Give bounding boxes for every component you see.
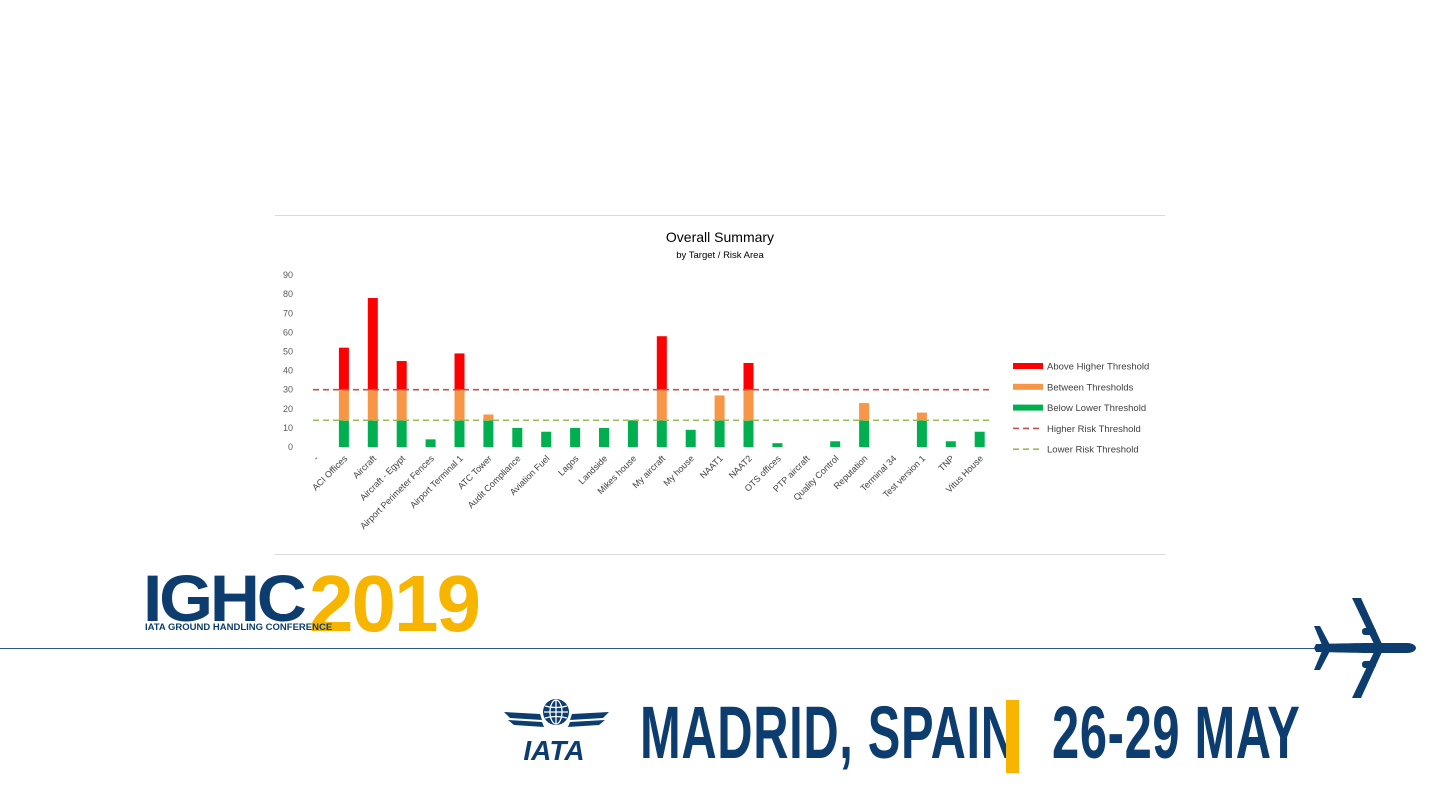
bar-my-aircraft-above-higher-threshold [656,336,667,390]
airplane-icon [1314,598,1416,698]
x-tick-label-aircraft: Aircraft [351,453,379,481]
ighc-logo-subtitle: IATA GROUND HANDLING CONFERENCE [145,622,333,633]
bar-quality-control-below-lower-threshold [830,441,841,447]
bar-naat2-below-lower-threshold [743,420,754,447]
bar-mikes-house-below-lower-threshold [627,420,638,447]
legend-label-lower-risk-threshold: Lower Risk Threshold [1047,445,1139,456]
bar-aircraft-above-higher-threshold [367,298,378,390]
bar-airport-terminal-1-below-lower-threshold [454,420,465,447]
bars [338,298,985,447]
footer-separator [1006,700,1019,773]
x-tick-label-blank: - [311,453,320,462]
bar-atc-tower-between-thresholds [483,414,494,421]
bar-my-aircraft-between-thresholds [656,389,667,421]
bar-aviation-fuel-below-lower-threshold [541,431,552,447]
chart-svg: Overall Summary by Target / Risk Area 0 1… [283,229,1149,531]
x-tick-label-audit-compliance: Audit Compliance [466,453,523,510]
legend-swatch-between-thresholds [1013,383,1043,390]
iata-logo: IATA [504,699,609,766]
footer-rule-line [0,648,1360,649]
ighc-logo: IGHC 2019 IATA GROUND HANDLING CONFERENC… [143,559,483,648]
x-tick-label-naat1: NAAT1 [698,453,725,480]
y-tick-label-90: 90 [283,270,293,280]
legend-label-above-higher-threshold: Above Higher Threshold [1047,362,1149,373]
bar-aircraft-below-lower-threshold [367,420,378,447]
y-tick-label-0: 0 [288,442,293,452]
y-tick-label-80: 80 [283,289,293,299]
bar-naat1-below-lower-threshold [714,420,725,447]
bar-vitus-house-below-lower-threshold [974,431,985,447]
y-tick-label-10: 10 [283,423,293,433]
chart-legend: Above Higher Threshold Between Thresholds… [1013,362,1149,456]
chart-subtitle: by Target / Risk Area [676,250,764,261]
ighc-logo-text: IGHC [143,561,307,635]
legend-label-higher-risk-threshold: Higher Risk Threshold [1047,424,1141,435]
event-location: MADRID, SPAIN [640,691,1017,774]
bar-lagos-below-lower-threshold [570,427,581,447]
bar-aci-offices-between-thresholds [338,389,349,421]
bar-atc-tower-below-lower-threshold [483,420,494,447]
ighc-logo-year: 2019 [309,559,481,648]
bar-aircraft-egypt-below-lower-threshold [396,420,407,447]
threshold-lines [313,388,990,422]
bar-tnp-below-lower-threshold [945,441,956,447]
legend-label-between-thresholds: Between Thresholds [1047,382,1134,393]
bar-ots-offices-below-lower-threshold [772,443,783,447]
event-dates: 26-29 MAY [1052,691,1301,774]
bar-landside-below-lower-threshold [599,427,609,447]
bar-my-aircraft-below-lower-threshold [656,420,667,447]
bar-naat2-between-thresholds [743,389,754,421]
y-tick-label-70: 70 [283,308,293,318]
bar-naat1-between-thresholds [714,395,725,421]
bar-test-version-1-below-lower-threshold [916,420,927,447]
y-tick-label-60: 60 [283,327,293,337]
bar-airport-terminal-1-above-higher-threshold [454,353,465,390]
x-tick-label-naat2: NAAT2 [727,453,754,480]
bar-aircraft-egypt-between-thresholds [396,389,407,421]
bar-naat2-above-higher-threshold [743,362,754,390]
x-tick-label-my-house: My house [661,453,696,488]
iata-logo-text: IATA [523,735,584,766]
bar-reputation-between-thresholds [859,403,870,421]
bar-airport-terminal-1-between-thresholds [454,389,465,421]
y-tick-label-30: 30 [283,385,293,395]
y-axis: 0 10 20 30 40 50 60 70 80 90 [283,270,293,452]
bar-audit-compliance-below-lower-threshold [512,427,523,447]
legend-label-below-lower-threshold: Below Lower Threshold [1047,403,1146,414]
bar-aci-offices-below-lower-threshold [338,420,349,447]
bar-reputation-below-lower-threshold [859,420,870,447]
bar-aircraft-between-thresholds [367,389,378,421]
x-tick-label-airport-terminal-1: Airport Terminal 1 [408,453,465,510]
chart-title: Overall Summary [666,229,774,245]
y-tick-label-40: 40 [283,366,293,376]
y-tick-label-20: 20 [283,404,293,414]
bar-aircraft-egypt-above-higher-threshold [396,361,407,390]
x-tick-label-lagos: Lagos [556,453,581,478]
x-tick-label-tnp: TNP [936,453,956,473]
legend-swatch-below-lower-threshold [1013,404,1043,411]
bar-aci-offices-above-higher-threshold [338,347,349,390]
bar-my-house-below-lower-threshold [685,429,696,447]
bar-test-version-1-between-thresholds [916,412,927,421]
bar-airport-perimeter-fences-below-lower-threshold [425,439,436,447]
y-tick-label-50: 50 [283,347,293,357]
chart-frame: Overall Summary by Target / Risk Area 0 1… [275,215,1165,555]
legend-swatch-above-higher-threshold [1013,363,1043,369]
